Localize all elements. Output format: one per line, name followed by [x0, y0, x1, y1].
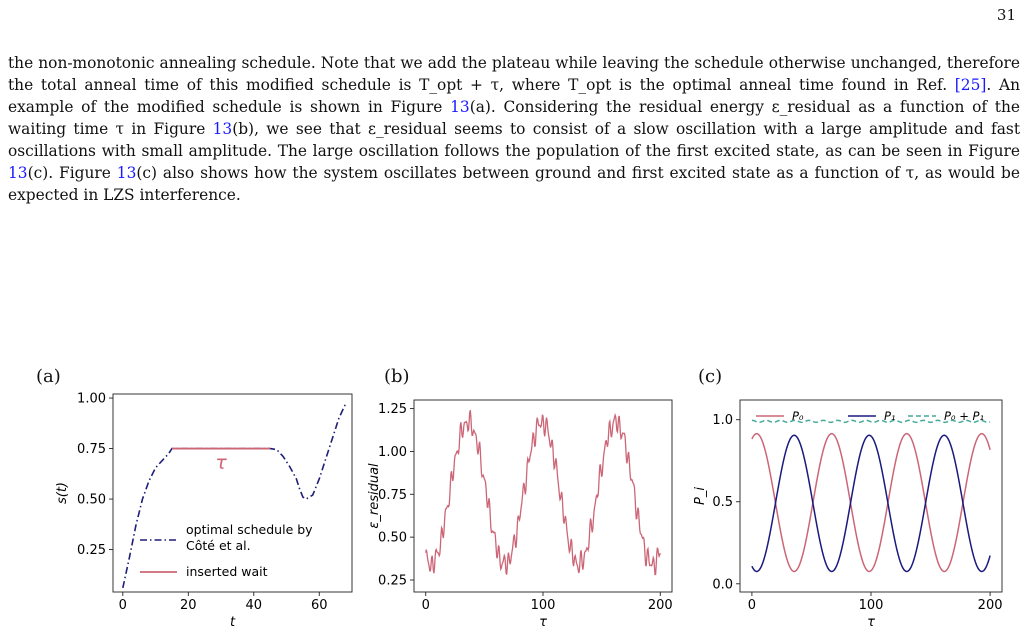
legend-label: P₀ — [792, 409, 804, 423]
series-line-optimal-schedule — [122, 403, 347, 589]
legend-label: P₀ + P₁ — [944, 409, 984, 423]
y-tick-label: 0.25 — [378, 574, 407, 589]
legend-label-schedule-cont: Côté et al. — [186, 538, 251, 553]
x-tick-label: 20 — [180, 598, 197, 613]
text-segment: (a). Considering the residual energy ε_r… — [8, 98, 1020, 138]
x-tick-label: 100 — [531, 598, 556, 613]
y-tick-label: 0.50 — [378, 531, 407, 546]
x-tick-label: 0 — [748, 598, 756, 613]
x-tick-label: 200 — [978, 598, 1003, 613]
panel-label-b: (b) — [384, 366, 410, 387]
text-segment: (b), we see that ε_residual seems to con… — [8, 120, 1021, 160]
x-axis-label: t — [230, 615, 236, 630]
x-tick-label: 0 — [422, 598, 430, 613]
y-tick-label: 0.0 — [712, 577, 733, 592]
chart-c: 0 100 200 0.0 0.5 1.0 P₀ P₁ P₀ + P₁ τ P_i — [693, 399, 1003, 630]
axes-frame — [413, 399, 673, 593]
panel-label-a: (a) — [36, 366, 61, 387]
axes-frame — [112, 393, 353, 593]
reference-link-25[interactable]: [25] — [954, 76, 987, 94]
text-segment: . An example of the modified schedule is… — [8, 76, 1021, 116]
legend-label: P₁ — [884, 409, 896, 423]
y-tick-label: 0.75 — [77, 442, 106, 457]
x-tick-label: 200 — [648, 598, 673, 613]
y-tick-label: 1.0 — [712, 413, 733, 428]
text-segment: (c) also shows how the system oscillates… — [8, 164, 1021, 204]
series-line-residual-energy — [425, 409, 661, 576]
figure-panel-c: (c) 0 100 200 0.0 0.5 1.0 P₀ P₁ P₀ + P₁ τ P_i — [680, 362, 1020, 638]
chart-a: 0 20 40 60 0.25 0.50 0.75 1.00 τ t s(t) optimal sch… — [55, 392, 353, 630]
figure-ref-link[interactable]: 13 — [116, 164, 137, 182]
y-tick-label: 0.5 — [712, 495, 733, 510]
page-number: 31 — [996, 6, 1016, 24]
x-axis-label: τ — [539, 615, 547, 630]
y-tick-label: 0.50 — [77, 493, 106, 508]
body-paragraph: the non-monotonic annealing schedule. No… — [8, 52, 1020, 206]
y-tick-label: 1.00 — [77, 392, 106, 407]
panel-label-c: (c) — [698, 366, 723, 387]
series-line-p0-plus-p1 — [751, 419, 991, 424]
text-segment: the non-monotonic annealing schedule. No… — [8, 54, 1020, 94]
figure-ref-link[interactable]: 13 — [212, 120, 233, 138]
x-tick-label: 0 — [119, 598, 127, 613]
y-tick-label: 0.25 — [77, 543, 106, 558]
figure-panel-b: (b) 0 100 200 0.25 0.50 0.75 1.00 1.25 τ ε_residu… — [356, 362, 680, 638]
figure-ref-link[interactable]: 13 — [8, 164, 28, 182]
text-segment: (c). Figure — [27, 164, 117, 182]
y-axis-label: s(t) — [55, 482, 70, 504]
tau-annotation: τ — [215, 452, 227, 474]
y-tick-label: 0.75 — [378, 488, 407, 503]
y-tick-label: 1.00 — [378, 445, 407, 460]
x-axis-label: τ — [867, 615, 875, 630]
x-tick-label: 100 — [859, 598, 884, 613]
legend-label-schedule: optimal schedule by — [186, 522, 313, 537]
x-tick-label: 60 — [311, 598, 328, 613]
series-line-p1 — [751, 434, 991, 573]
chart-b: 0 100 200 0.25 0.50 0.75 1.00 1.25 τ ε_residual — [367, 399, 673, 630]
y-axis-label: ε_residual — [367, 463, 382, 529]
legend-label-wait: inserted wait — [186, 564, 268, 579]
y-tick-label: 1.25 — [378, 402, 407, 417]
figure-ref-link[interactable]: 13 — [450, 98, 470, 116]
figure-panel-a: (a) 0 20 40 60 0.25 0.50 0.75 1.00 τ t s(t) optimal… — [30, 362, 360, 638]
series-line-p0 — [751, 432, 991, 573]
y-axis-label: P_i — [693, 487, 708, 505]
x-tick-label: 40 — [246, 598, 263, 613]
axes-frame — [739, 399, 1003, 593]
